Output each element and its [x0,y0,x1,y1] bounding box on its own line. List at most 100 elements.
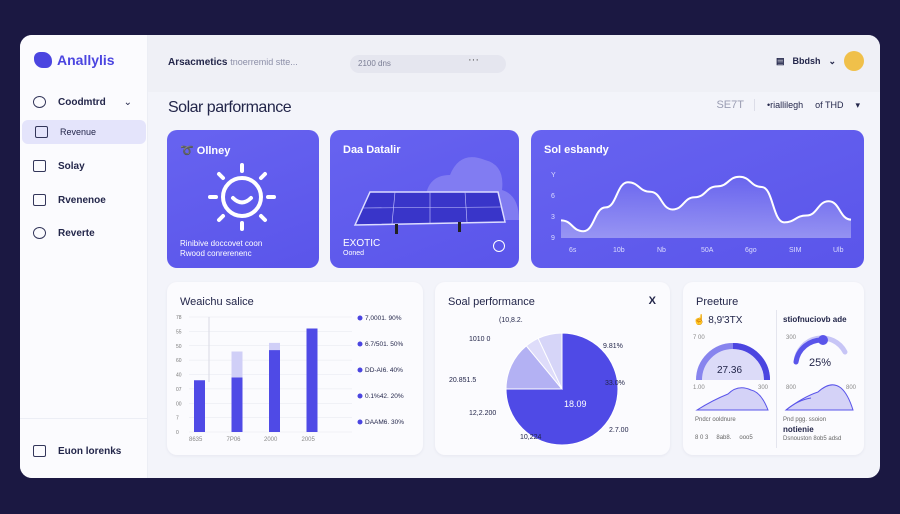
logo: Anallylis [34,52,115,68]
pie-label: 1010 0 [469,336,491,343]
bar-chart-card: Weaichu salice 78 55 50 60 40 07 00 7 0 8635 7P06 2… [167,282,423,455]
y-tick-label: 00 [176,401,182,407]
x-tick-label: Ulb [833,247,844,254]
bar [231,377,243,432]
chevron-down-icon: ⌄ [828,55,836,66]
line-chart: Y 6 3 9 6s 10b Nb 50A 6go SIM Ulb [551,172,852,254]
y-tick-label: 40 [176,373,182,379]
pie-slice [537,332,563,390]
solar-panel-illustration [353,157,519,234]
y-tick-label: 60 [176,358,182,364]
pie-center-label: 18.09 [564,399,587,409]
legend-dot [357,341,363,347]
sun-icon [208,163,276,231]
notifications-icon[interactable]: ▤ [775,55,785,66]
pie-label: 9.81% [603,343,623,350]
y-tick-label: 3 [551,214,555,221]
x-tick-label: 2005 [302,437,316,443]
sidebar-item-solay[interactable]: Solay [20,154,144,178]
legend-dot [357,419,363,425]
x-tick-label: 50A [701,247,714,254]
avatar[interactable] [844,51,864,71]
pie-label: 12,2.200 [469,410,496,417]
bar [194,380,205,432]
link-icon: ➰ [180,145,194,157]
legend-label: DD-AI6. 40% [365,367,403,374]
sidebar: Anallylis Coodmtrd ⌄ Revenue Solay Rvenen… [20,35,148,478]
app-window: Anallylis Coodmtrd ⌄ Revenue Solay Rvenen… [20,35,880,478]
legend-label: 7,0001. 90% [365,315,402,322]
y-tick-label: 78 [176,315,182,321]
logo-icon [34,52,52,68]
page-tools: SE7T •riallilegh of THD ▾ [716,99,860,111]
pie-chart: 18.09 (10,8.2. 1010 0 20.851.5 12,2.200 10,22… [449,317,629,446]
y-tick-label: Y [551,172,556,179]
y-tick-label: 50 [176,344,182,350]
pie-label: 10,224 [520,434,542,441]
filter-2[interactable]: of THD [815,100,844,110]
more-button[interactable]: ··· [468,54,479,66]
sidebar-item-footer[interactable]: Euon lorenks [20,439,144,463]
circle-icon [33,227,46,239]
legend-dot [357,393,363,399]
legend-label: DAAM6. 30% [365,419,404,426]
period-pill[interactable]: SE7T [716,99,755,111]
y-tick-label: 55 [176,329,182,335]
legend-dot [357,315,363,321]
sidebar-item-rvenenoe[interactable]: Rvenenoe [20,188,144,212]
pie-slice [505,332,619,446]
filter-1[interactable]: •riallilegh [766,100,804,110]
cursor-icon: ☝ [693,315,706,326]
search-icon [33,96,46,108]
breadcrumb: Arsacmetics tnoerremid stte... [168,57,298,68]
bar [306,328,318,432]
x-tick-label: 8635 [189,437,203,443]
legend-dot [357,367,363,373]
pie-label: (10,8.2. [499,317,523,324]
x-tick-label: 10b [613,247,625,254]
building-icon [33,445,46,457]
x-tick-label: SIM [789,247,802,254]
x-tick-label: 2000 [264,437,278,443]
y-tick-label: 07 [176,387,182,393]
legend-label: 0.1%42. 20% [365,393,404,400]
left-gauge-value: 27.36 [717,365,743,376]
pie-label: 2.7.00 [609,427,629,434]
x-tick-label: Nb [657,247,666,254]
pie-chart-card: Soal performance X 18.09 (10,8.2. 1010 0 20… [435,282,670,455]
line-series [560,175,852,233]
right-gauge-value: 25% [809,357,832,369]
chart-icon [35,126,48,138]
pressure-card: Preeture ☝ 8,9'3TX 7 00 stiofnuciovb ade… [683,282,864,455]
line-chart-card: Sol esbandy Y 6 3 9 6s 10b Nb 50A 6go SIM Ulb [531,130,864,268]
line-area [561,176,851,238]
bar-chart: 78 55 50 60 40 07 00 7 0 8635 7P06 2000 2005 7,0001. … [176,315,404,443]
user-menu[interactable]: ▤ Bbdsh ⌄ [776,51,864,71]
x-tick-label: 7P06 [227,437,242,443]
x-tick-label: 6s [569,247,577,254]
settings-icon[interactable] [493,240,505,252]
pie-label: 33.0% [605,380,625,387]
y-tick-label: 9 [551,235,555,242]
close-button[interactable]: X [648,295,656,307]
legend-label: 6.7/501. 50% [365,341,404,348]
bar [231,351,243,378]
ollney-card[interactable]: ➰ Ollney Rinibive doccovet coon Rwood con… [167,130,319,268]
pie-label: 20.851.5 [449,377,476,384]
data-card[interactable]: Daa Datalir EXOTIC Ooned [330,130,519,268]
sidebar-item-coodmtrd[interactable]: Coodmtrd ⌄ [20,90,144,114]
y-tick-label: 7 [176,416,179,422]
calendar-icon [33,194,46,206]
divider [776,310,777,448]
x-tick-label: 6go [745,247,757,254]
search-input[interactable]: 2100 dns [350,55,506,73]
chevron-down-icon[interactable]: ▾ [855,99,860,110]
bar [269,342,280,351]
y-tick-label: 6 [551,193,555,200]
sidebar-item-revenue[interactable]: Revenue [22,120,146,144]
sidebar-footer: Euon lorenks [20,418,148,478]
y-tick-label: 0 [176,430,179,436]
bar [269,350,280,432]
chevron-down-icon[interactable]: ⌄ [123,96,132,108]
sidebar-item-reverte[interactable]: Reverte [20,221,144,245]
